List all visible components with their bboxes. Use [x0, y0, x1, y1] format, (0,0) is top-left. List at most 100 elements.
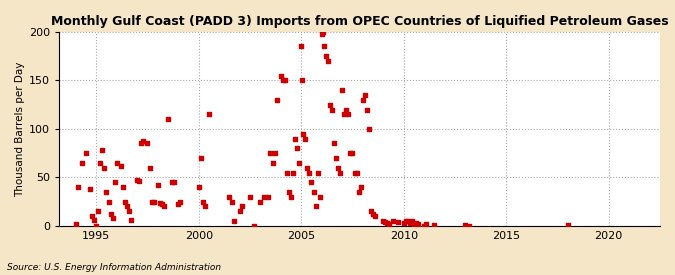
Point — [406, 219, 417, 223]
Point — [410, 221, 421, 225]
Point — [224, 195, 235, 199]
Point — [388, 219, 399, 223]
Point — [226, 199, 237, 204]
Point — [302, 166, 313, 170]
Y-axis label: Thousand Barrels per Day: Thousand Barrels per Day — [15, 61, 25, 197]
Point — [122, 204, 132, 209]
Point — [234, 209, 245, 214]
Point — [347, 151, 358, 155]
Point — [562, 223, 573, 227]
Point — [76, 161, 87, 165]
Point — [460, 223, 470, 227]
Point — [357, 98, 368, 102]
Point — [368, 212, 379, 216]
Point — [148, 199, 159, 204]
Point — [421, 222, 432, 226]
Point — [124, 209, 134, 214]
Point — [384, 222, 395, 226]
Point — [333, 166, 344, 170]
Point — [327, 107, 338, 112]
Point — [195, 156, 206, 160]
Point — [281, 170, 292, 175]
Point — [378, 219, 389, 223]
Point — [80, 151, 91, 155]
Point — [402, 219, 413, 223]
Point — [404, 221, 415, 225]
Point — [366, 209, 377, 214]
Point — [349, 170, 360, 175]
Point — [265, 151, 276, 155]
Point — [284, 190, 294, 194]
Point — [359, 93, 370, 97]
Point — [200, 204, 211, 209]
Point — [126, 218, 136, 222]
Point — [115, 164, 126, 168]
Point — [169, 180, 180, 185]
Point — [101, 190, 112, 194]
Point — [343, 112, 354, 117]
Point — [134, 179, 144, 183]
Point — [353, 190, 364, 194]
Point — [136, 141, 146, 146]
Point — [296, 44, 306, 49]
Point — [325, 103, 335, 107]
Point — [107, 216, 118, 220]
Point — [263, 195, 274, 199]
Point — [329, 141, 340, 146]
Point — [300, 136, 310, 141]
Point — [95, 161, 106, 165]
Point — [89, 218, 100, 222]
Point — [271, 98, 282, 102]
Point — [335, 170, 346, 175]
Point — [339, 112, 350, 117]
Point — [269, 151, 280, 155]
Point — [319, 44, 329, 49]
Point — [255, 199, 266, 204]
Point — [146, 199, 157, 204]
Point — [398, 221, 409, 225]
Point — [419, 224, 430, 228]
Title: Monthly Gulf Coast (PADD 3) Imports from OPEC Countries of Liquified Petroleum G: Monthly Gulf Coast (PADD 3) Imports from… — [51, 15, 668, 28]
Point — [204, 112, 215, 117]
Point — [93, 209, 104, 214]
Point — [317, 32, 327, 36]
Point — [306, 180, 317, 185]
Point — [267, 161, 278, 165]
Point — [153, 183, 163, 187]
Point — [341, 107, 352, 112]
Point — [155, 200, 165, 205]
Point — [317, 30, 328, 34]
Text: Source: U.S. Energy Information Administration: Source: U.S. Energy Information Administ… — [7, 263, 221, 272]
Point — [337, 88, 348, 92]
Point — [361, 107, 372, 112]
Point — [288, 170, 298, 175]
Point — [315, 195, 325, 199]
Point — [412, 222, 423, 226]
Point — [275, 73, 286, 78]
Point — [323, 59, 333, 63]
Point — [70, 222, 81, 226]
Point — [236, 204, 247, 209]
Point — [138, 138, 148, 143]
Point — [363, 127, 374, 131]
Point — [244, 195, 255, 199]
Point — [294, 161, 304, 165]
Point — [105, 212, 116, 216]
Point — [72, 185, 83, 189]
Point — [248, 224, 259, 228]
Point — [277, 78, 288, 82]
Point — [380, 220, 391, 224]
Point — [308, 190, 319, 194]
Point — [279, 78, 290, 82]
Point — [355, 185, 366, 189]
Point — [297, 78, 308, 82]
Point — [259, 195, 270, 199]
Point — [103, 199, 114, 204]
Point — [91, 224, 102, 228]
Point — [370, 214, 381, 218]
Point — [157, 201, 167, 206]
Point — [132, 178, 142, 183]
Point — [117, 185, 128, 189]
Point — [193, 185, 204, 189]
Point — [408, 222, 419, 226]
